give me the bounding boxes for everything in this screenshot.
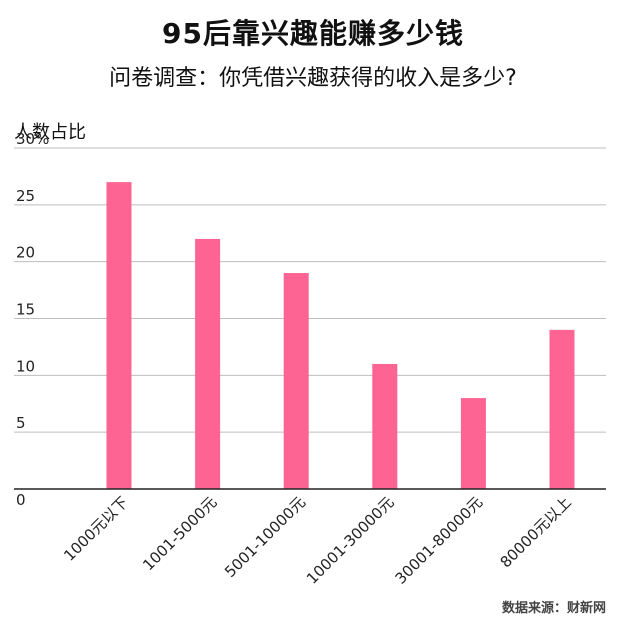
bar [283, 273, 309, 489]
bar [195, 238, 221, 489]
chart-title: 95后靠兴趣能赚多少钱 [162, 17, 464, 50]
source-note: 数据来源：财新网 [501, 601, 606, 616]
y-tick-label: 25 [16, 187, 35, 205]
x-tick-label: 80000元以上 [497, 493, 575, 571]
y-tick-label: 30% [16, 130, 49, 148]
y-tick-label: 5 [16, 414, 26, 432]
chart-subtitle: 问卷调查：你凭借兴趣获得的收入是多少? [109, 66, 517, 91]
x-tick-label: 10001-30000元 [303, 493, 398, 588]
y-tick-label: 15 [16, 301, 35, 319]
bar [460, 398, 486, 489]
y-tick-label: 20 [16, 244, 35, 262]
bar [106, 182, 132, 489]
y-axis-label: 人数占比 [14, 122, 86, 143]
x-tick-label: 1001-5000元 [139, 493, 220, 574]
x-tick-label: 1000元以下 [60, 493, 132, 565]
x-tick-label: 5001-10000元 [221, 493, 309, 581]
y-tick-label: 0 [16, 491, 26, 509]
y-tick-label: 10 [16, 357, 35, 375]
bar [549, 329, 575, 489]
bar [372, 363, 398, 489]
x-tick-label: 30001-80000元 [392, 493, 487, 588]
